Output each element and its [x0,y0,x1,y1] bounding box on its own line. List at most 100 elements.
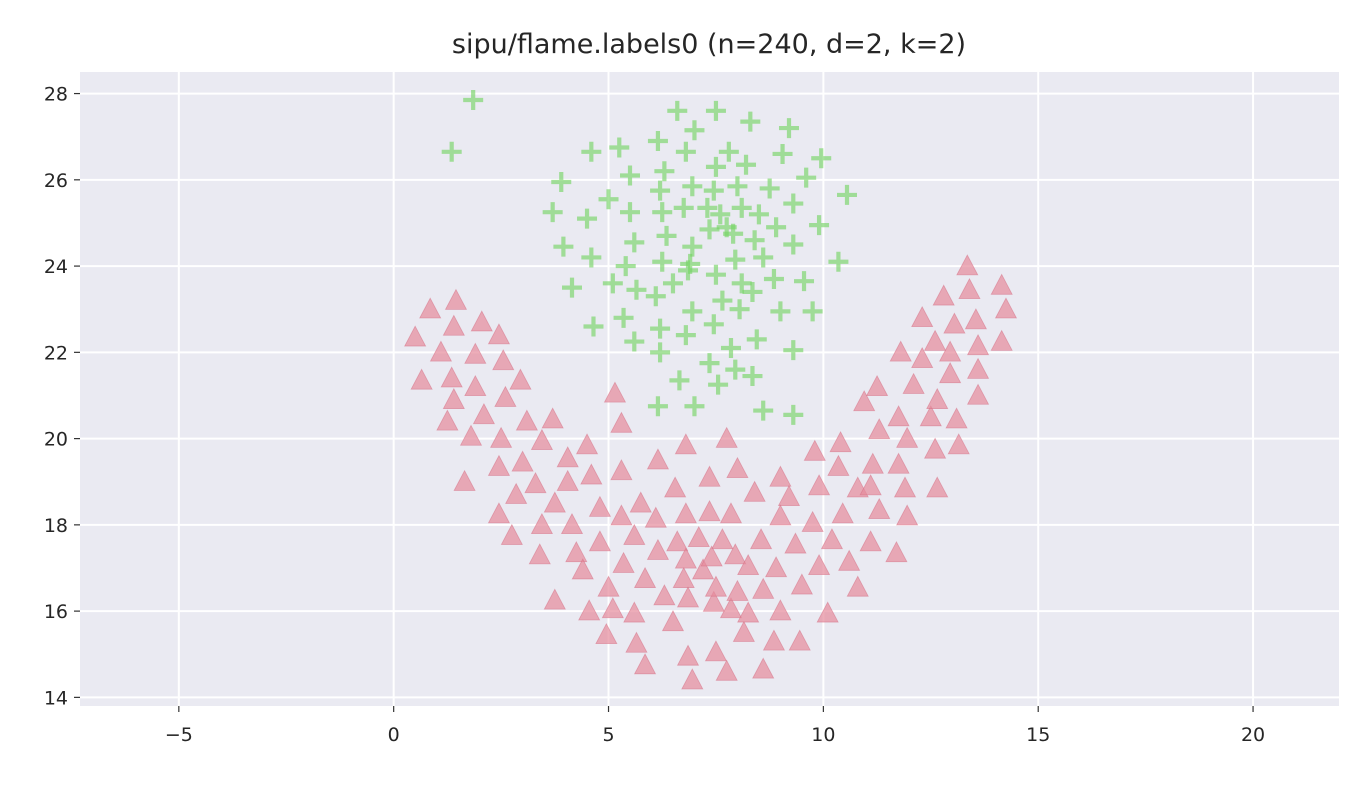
plus-point [598,189,619,210]
triangle-point [893,476,917,498]
plus-point [652,202,673,223]
triangle-point [674,502,697,524]
triangle-point [487,502,511,524]
triangle-point [807,553,831,576]
plus-point [441,141,462,162]
x-axis: −5 0 5 10 15 20 [165,706,1265,746]
triangle-point [698,465,721,487]
triangle-point [958,277,981,300]
triangle-point [896,504,919,526]
triangle-point [846,575,869,597]
plus-point [705,264,726,285]
triangle-point [939,340,962,362]
triangle-point [610,459,633,481]
triangle-point [500,523,523,545]
triangle-point [752,577,775,599]
triangle-point [816,601,839,623]
triangle-point [807,474,831,496]
plus-point [712,290,733,311]
plus-point [613,307,634,328]
plus-point [650,318,671,339]
plus-point [650,180,671,201]
triangle-point [595,622,618,645]
plus-point [783,193,804,214]
plus-point [783,234,804,255]
triangle-point [623,601,646,623]
plus-point [678,260,699,281]
data-points [404,90,1018,690]
triangle-point [543,588,566,610]
plus-point [744,230,765,251]
plus-point [802,301,823,322]
plus-point [667,100,688,121]
plus-point [727,176,748,197]
triangle-point [472,403,496,425]
triangle-point [664,476,687,498]
triangle-point [610,411,633,433]
triangle-point [803,439,826,461]
plus-point [783,404,804,425]
plus-point [669,370,690,391]
x-tick-label: 5 [602,724,614,746]
triangle-point [453,469,476,491]
plus-point [662,273,683,294]
triangle-point [646,448,670,470]
triangle-point [681,668,704,690]
triangle-point [994,297,1018,319]
triangle-point [597,575,620,597]
plus-point [699,219,720,240]
plus-point [740,111,761,132]
plus-point [682,236,703,257]
triangle-point [565,541,588,563]
triangle-point [715,659,738,681]
triangle-point [444,288,468,310]
triangle-point [868,497,891,519]
plus-point [759,178,780,199]
plus-point [609,137,630,158]
triangle-point [489,426,513,448]
triangle-point [511,450,534,472]
triangle-point [700,545,723,567]
plus-point [581,141,602,162]
triangle-point [629,491,652,513]
triangle-point [623,523,646,545]
triangle-point [724,543,747,565]
triangle-point [896,426,919,448]
triangle-point [945,407,968,429]
triangle-point [702,590,725,612]
plus-point [705,100,726,121]
triangle-point [674,433,697,455]
y-tick-label: 14 [44,687,68,709]
plus-point [684,396,705,417]
triangle-point [861,452,884,474]
plus-point [650,342,671,363]
plus-point [697,197,718,218]
triangle-point [666,530,689,552]
triangle-point [442,314,465,336]
triangle-point [601,597,624,619]
plus-point [718,141,739,162]
triangle-point [715,426,738,448]
triangle-point [769,465,792,487]
plus-point [673,197,694,218]
triangle-point [762,629,786,651]
y-tick-label: 18 [44,515,68,537]
triangle-point [588,530,612,552]
plus-point [703,180,724,201]
triangle-point [515,409,538,431]
triangle-point [644,506,667,528]
triangle-point [801,510,824,532]
plus-point [746,329,767,350]
y-tick-label: 20 [44,429,68,451]
plus-point [656,225,677,246]
triangle-point [676,586,700,608]
plus-point [710,204,731,225]
triangle-point [777,484,801,507]
triangle-point [964,308,988,330]
triangle-point [625,631,648,653]
triangle-point [911,305,934,328]
triangle-point [868,418,891,440]
triangle-point [646,538,670,560]
triangle-point [943,312,966,334]
